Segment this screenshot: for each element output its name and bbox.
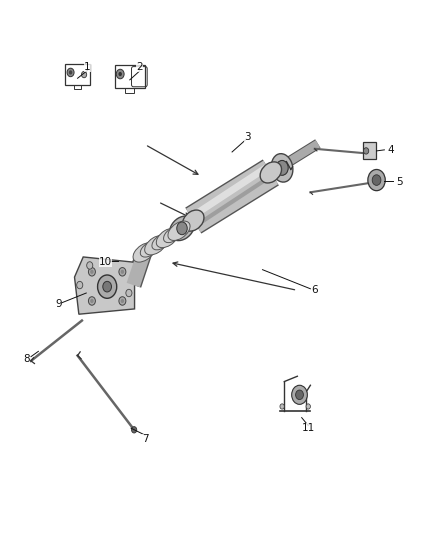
Text: 11: 11 bbox=[302, 423, 315, 433]
Circle shape bbox=[119, 297, 126, 305]
Ellipse shape bbox=[156, 228, 178, 248]
Ellipse shape bbox=[145, 236, 167, 255]
Bar bbox=[125, 88, 134, 93]
Bar bbox=[115, 65, 145, 88]
Text: 10: 10 bbox=[99, 257, 113, 267]
Text: 1: 1 bbox=[84, 62, 91, 71]
Circle shape bbox=[368, 169, 385, 191]
Ellipse shape bbox=[133, 243, 155, 262]
Circle shape bbox=[90, 299, 94, 303]
Circle shape bbox=[81, 71, 87, 78]
Circle shape bbox=[306, 404, 311, 409]
Text: 6: 6 bbox=[311, 285, 318, 295]
Ellipse shape bbox=[170, 216, 194, 240]
Ellipse shape bbox=[260, 162, 282, 183]
Bar bbox=[74, 85, 81, 89]
Circle shape bbox=[292, 385, 307, 405]
Circle shape bbox=[103, 281, 112, 292]
Text: 5: 5 bbox=[396, 176, 403, 187]
Text: 8: 8 bbox=[23, 354, 30, 364]
Text: 4: 4 bbox=[388, 145, 394, 155]
Circle shape bbox=[280, 404, 284, 409]
Circle shape bbox=[77, 281, 83, 289]
Circle shape bbox=[131, 426, 137, 433]
Circle shape bbox=[69, 70, 72, 75]
Text: 9: 9 bbox=[56, 298, 62, 309]
Text: 3: 3 bbox=[244, 132, 251, 142]
Text: 7: 7 bbox=[142, 434, 148, 444]
Ellipse shape bbox=[152, 233, 171, 250]
Circle shape bbox=[296, 390, 304, 400]
Circle shape bbox=[88, 268, 95, 276]
Ellipse shape bbox=[140, 240, 159, 257]
Circle shape bbox=[67, 68, 74, 77]
Bar bbox=[363, 142, 376, 159]
Circle shape bbox=[116, 69, 124, 79]
Polygon shape bbox=[74, 257, 134, 314]
Circle shape bbox=[87, 262, 93, 269]
Ellipse shape bbox=[183, 210, 204, 231]
Circle shape bbox=[88, 297, 95, 305]
Circle shape bbox=[118, 72, 122, 76]
Ellipse shape bbox=[163, 226, 183, 243]
Circle shape bbox=[120, 270, 124, 274]
Circle shape bbox=[120, 299, 124, 303]
Ellipse shape bbox=[271, 154, 293, 182]
Ellipse shape bbox=[168, 221, 190, 240]
Text: 2: 2 bbox=[137, 62, 143, 72]
Circle shape bbox=[372, 175, 381, 185]
Circle shape bbox=[126, 289, 132, 297]
Bar bbox=[65, 64, 90, 85]
Circle shape bbox=[90, 270, 94, 274]
Circle shape bbox=[276, 160, 288, 175]
Circle shape bbox=[177, 222, 187, 235]
Circle shape bbox=[119, 268, 126, 276]
Circle shape bbox=[364, 148, 369, 154]
Circle shape bbox=[98, 275, 117, 298]
